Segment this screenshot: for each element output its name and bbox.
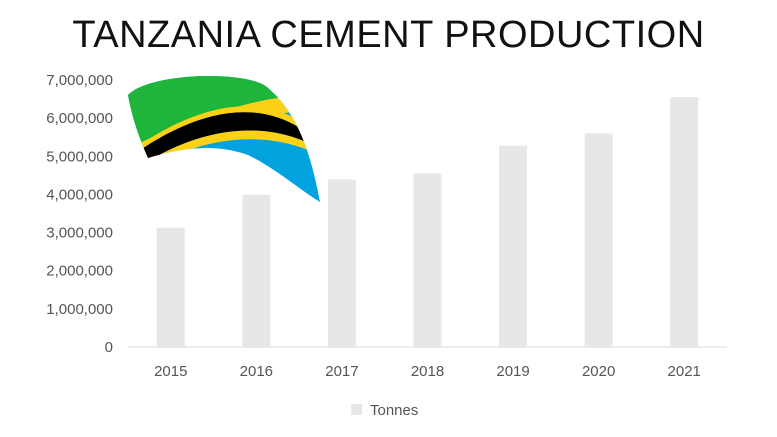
bar-2016 xyxy=(242,194,271,347)
tanzania-flag-brushstroke-icon xyxy=(128,75,320,202)
bar-2017 xyxy=(327,179,356,347)
chart-title: TANZANIA CEMENT PRODUCTION xyxy=(72,14,705,56)
x-tick-label: 2015 xyxy=(154,363,187,380)
y-tick-labels: 0 1,000,000 2,000,000 3,000,000 4,000,000 5,0… xyxy=(46,72,113,356)
legend-swatch xyxy=(351,404,362,415)
legend-label: Tonnes xyxy=(370,402,418,419)
bar-2021 xyxy=(670,97,699,348)
y-tick-label: 6,000,000 xyxy=(46,110,113,127)
x-tick-label: 2020 xyxy=(582,363,615,380)
y-tick-label: 1,000,000 xyxy=(46,301,113,318)
x-tick-labels: 2015 2016 2017 2018 2019 2020 2021 xyxy=(154,363,701,380)
y-tick-label: 5,000,000 xyxy=(46,148,113,165)
x-tick-label: 2016 xyxy=(240,363,273,380)
x-tick-label: 2018 xyxy=(411,363,444,380)
bar-2018 xyxy=(413,173,442,347)
x-tick-label: 2017 xyxy=(325,363,358,380)
bar-2015 xyxy=(156,227,185,347)
y-tick-label: 4,000,000 xyxy=(46,186,113,203)
y-tick-label: 3,000,000 xyxy=(46,225,113,242)
x-tick-label: 2021 xyxy=(668,363,701,380)
bars-layer xyxy=(156,97,699,348)
y-tick-label: 2,000,000 xyxy=(46,263,113,280)
bar-2020 xyxy=(584,133,613,347)
x-tick-label: 2019 xyxy=(496,363,529,380)
y-tick-label: 7,000,000 xyxy=(46,72,113,89)
bar-2019 xyxy=(499,145,528,347)
legend: Tonnes xyxy=(351,402,418,419)
y-tick-label: 0 xyxy=(105,339,113,356)
